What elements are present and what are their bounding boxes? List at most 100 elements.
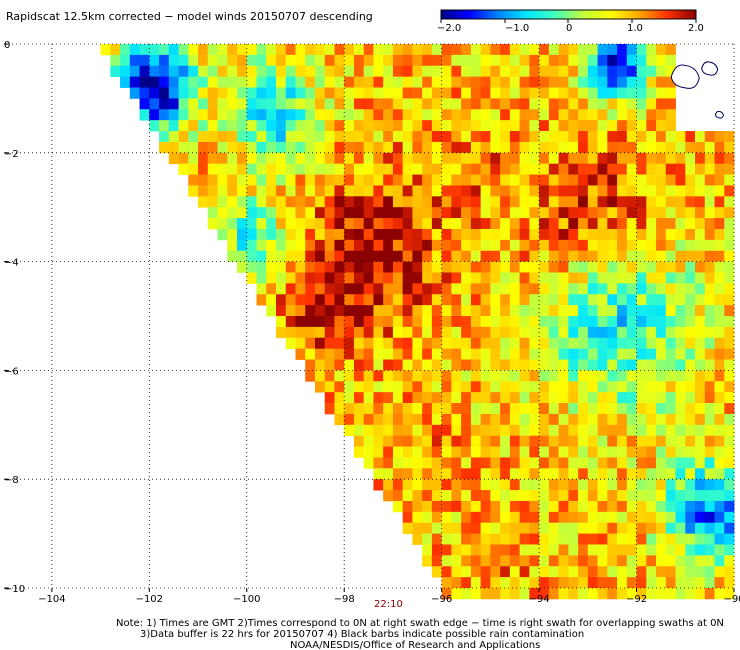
heatmap-cell: [714, 250, 725, 262]
heatmap-cell: [665, 87, 676, 99]
x-tick-label: −96: [431, 594, 452, 605]
heatmap-cell: [490, 555, 501, 567]
heatmap-cell: [198, 196, 209, 208]
heatmap-cell: [373, 141, 384, 154]
heatmap-cell: [558, 500, 569, 513]
heatmap-cell: [714, 446, 725, 458]
heatmap-cell: [646, 152, 657, 165]
heatmap-cell: [626, 207, 637, 219]
heatmap-cell: [617, 544, 628, 556]
heatmap-cell: [539, 413, 550, 426]
heatmap-cell: [714, 479, 725, 491]
heatmap-cell: [656, 577, 667, 589]
heatmap-cell: [617, 413, 628, 426]
heatmap-cell: [295, 294, 306, 306]
heatmap-cell: [509, 305, 521, 317]
heatmap-cell: [461, 500, 472, 513]
heatmap-cell: [422, 457, 433, 469]
heatmap-cell: [402, 261, 413, 273]
heatmap-cell: [295, 196, 306, 208]
heatmap-cell: [383, 152, 394, 165]
heatmap-cell: [617, 218, 628, 230]
heatmap-cell: [500, 403, 511, 415]
heatmap-cell: [441, 446, 452, 458]
heatmap-cell: [246, 44, 257, 56]
heatmap-cell: [422, 305, 433, 317]
x-tick-label: −104: [38, 594, 65, 605]
heatmap-cell: [539, 228, 550, 241]
heatmap-cell: [237, 174, 248, 186]
heatmap-cell: [470, 403, 482, 415]
heatmap-cell: [480, 131, 491, 143]
heatmap-cell: [509, 228, 521, 241]
heatmap-cell: [412, 174, 423, 186]
heatmap-cell: [636, 457, 647, 469]
heatmap-cell: [539, 120, 550, 132]
heatmap-cell: [412, 468, 423, 480]
heatmap-cell: [607, 218, 618, 230]
heatmap-cell: [402, 174, 413, 186]
heatmap-cell: [431, 403, 443, 415]
heatmap-cell: [656, 98, 667, 110]
heatmap-cell: [198, 174, 209, 186]
heatmap-cell: [636, 196, 647, 208]
heatmap-cell: [626, 566, 637, 578]
heatmap-cell: [334, 326, 345, 339]
heatmap-cell: [207, 98, 218, 110]
heatmap-cell: [431, 305, 443, 317]
heatmap-cell: [383, 272, 394, 284]
heatmap-cell: [305, 218, 316, 230]
heatmap-cell: [636, 424, 647, 437]
heatmap-cell: [646, 468, 657, 480]
heatmap-cell: [217, 131, 228, 143]
heatmap-cell: [100, 44, 111, 56]
heatmap-cell: [266, 163, 277, 175]
heatmap-cell: [334, 174, 345, 186]
heatmap-cell: [724, 316, 735, 328]
heatmap-cell: [665, 555, 676, 567]
heatmap-cell: [373, 185, 384, 197]
heatmap-cell: [422, 44, 433, 56]
heatmap-cell: [461, 218, 472, 230]
heatmap-cell: [548, 250, 559, 262]
heatmap-cell: [227, 196, 238, 208]
heatmap-cell: [363, 163, 374, 175]
heatmap-cell: [558, 87, 569, 99]
heatmap-cell: [519, 446, 530, 458]
heatmap-cell: [519, 424, 530, 437]
heatmap-cell: [237, 65, 248, 78]
heatmap-cell: [373, 381, 384, 393]
heatmap-cell: [675, 163, 686, 175]
heatmap-cell: [685, 207, 696, 219]
heatmap-cell: [675, 218, 686, 230]
heatmap-cell: [548, 337, 559, 350]
heatmap-cell: [685, 152, 696, 165]
heatmap-cell: [461, 207, 472, 219]
heatmap-cell: [568, 65, 579, 78]
heatmap-cell: [217, 76, 228, 88]
heatmap-cell: [470, 131, 482, 143]
heatmap-cell: [665, 120, 676, 132]
heatmap-cell: [451, 490, 462, 502]
heatmap-cell: [704, 555, 715, 567]
heatmap-cell: [685, 457, 696, 469]
heatmap-cell: [178, 109, 189, 121]
heatmap-cell: [334, 152, 345, 165]
heatmap-cell: [159, 131, 170, 143]
heatmap-cell: [548, 403, 559, 415]
heatmap-cell: [431, 239, 443, 252]
heatmap-cell: [656, 109, 667, 121]
heatmap-cell: [129, 44, 140, 56]
heatmap-cell: [295, 152, 306, 165]
heatmap-cell: [519, 359, 530, 371]
heatmap-cell: [529, 218, 540, 230]
heatmap-cell: [353, 283, 365, 295]
heatmap-cell: [275, 239, 287, 252]
heatmap-cell: [529, 261, 540, 273]
heatmap-cell: [500, 305, 511, 317]
heatmap-cell: [334, 250, 345, 262]
heatmap-cell: [422, 403, 433, 415]
heatmap-cell: [568, 577, 579, 589]
heatmap-cell: [568, 76, 579, 88]
heatmap-cell: [256, 109, 267, 121]
